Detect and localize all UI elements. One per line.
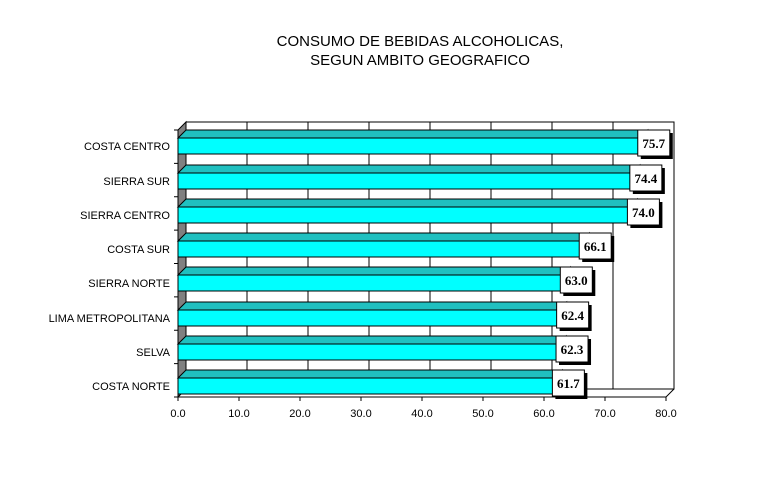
category-label: LIMA METROPOLITANA	[49, 313, 171, 325]
bar-top-face	[176, 129, 649, 139]
data-label: 63.0	[565, 273, 588, 288]
category-label: SELVA	[136, 347, 170, 359]
bar	[177, 137, 641, 155]
category-label: SIERRA CENTRO	[80, 210, 170, 222]
data-label: 75.7	[642, 136, 665, 151]
bar-top-face	[176, 232, 591, 242]
axes: COSTA CENTRO SIERRA SUR SIERRA CENTRO COSTA…	[49, 141, 677, 420]
category-label: COSTA NORTE	[92, 381, 170, 393]
x-tick-label: 30.0	[350, 408, 371, 420]
bars	[176, 128, 649, 396]
bar	[177, 172, 633, 190]
data-labels: 75.7 74.4 74.0 66.1 63.0 62.4 62.3 61.7	[551, 129, 673, 399]
bar	[177, 240, 582, 258]
data-label-box	[626, 198, 660, 226]
x-tick-label: 40.0	[411, 408, 432, 420]
data-label-box	[578, 232, 612, 260]
data-label-box	[637, 129, 671, 157]
bar	[177, 206, 630, 224]
x-tick-label: 20.0	[289, 408, 310, 420]
chart-title: CONSUMO DE BEBIDAS ALCOHOLICAS, SEGUN AM…	[277, 33, 564, 69]
bar-top-face	[176, 335, 568, 345]
x-tick-label: 60.0	[533, 408, 554, 420]
data-label-box	[629, 164, 663, 192]
bar	[177, 377, 555, 395]
chart-title-line-1: CONSUMO DE BEBIDAS ALCOHOLICAS,	[277, 33, 564, 50]
data-label: 74.4	[634, 171, 657, 186]
category-label: SIERRA SUR	[103, 176, 170, 188]
bar	[177, 309, 560, 327]
data-label: 66.1	[584, 239, 607, 254]
data-label-box	[551, 369, 585, 397]
data-label-box	[556, 301, 590, 329]
bar	[177, 274, 563, 292]
chart-title-line-2: SEGUN AMBITO GEOGRAFICO	[310, 52, 530, 69]
x-tick-label: 0.0	[170, 408, 185, 420]
bar-top-face	[176, 369, 564, 379]
data-label-box	[555, 335, 589, 363]
bar-top-face	[176, 164, 642, 174]
category-label: SIERRA NORTE	[88, 278, 170, 290]
data-label: 74.0	[632, 205, 655, 220]
bar-top-face	[176, 301, 568, 311]
data-label: 62.3	[561, 342, 584, 357]
data-label: 61.7	[557, 376, 580, 391]
x-tick-label: 70.0	[594, 408, 615, 420]
bar-top-face	[176, 198, 639, 208]
x-tick-label: 10.0	[228, 408, 249, 420]
bar	[177, 343, 559, 361]
x-tick-label: 80.0	[655, 408, 676, 420]
x-axis-depth-edge	[665, 388, 675, 398]
data-label-box	[559, 266, 593, 294]
category-label: COSTA CENTRO	[84, 141, 170, 153]
category-label: COSTA SUR	[107, 244, 170, 256]
bar-top-face	[176, 266, 572, 276]
data-label: 62.4	[561, 308, 584, 323]
x-tick-label: 50.0	[472, 408, 493, 420]
